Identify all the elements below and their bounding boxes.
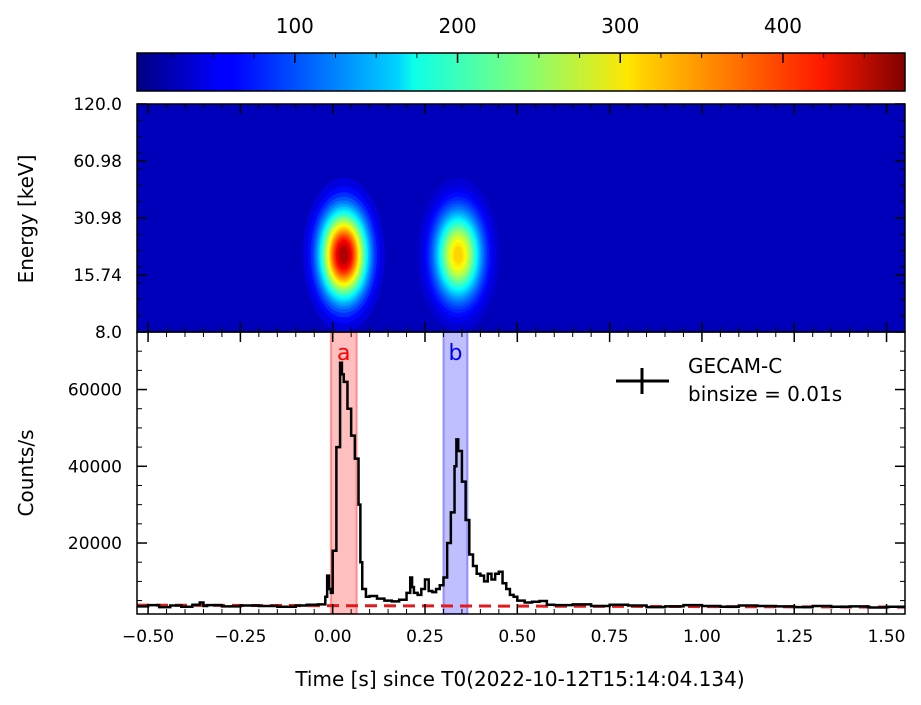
- legend-label-line1: GECAM-C: [688, 354, 782, 378]
- lightcurve-ylabel: Counts/s: [14, 430, 38, 517]
- heatmap-panel: 120.0 60.98 30.98 15.74 8.0 Energy [keV]: [14, 95, 906, 343]
- background-fit-line: [137, 603, 905, 609]
- lightcurve-xtick-label: 1.50: [868, 627, 906, 647]
- lightcurve-frame: [136, 331, 906, 615]
- heatmap-ytick-label: 60.98: [73, 152, 122, 172]
- heatmap-ytick-label: 15.74: [73, 266, 122, 286]
- lightcurve-xtick-label: −0.25: [214, 627, 266, 647]
- colorbar-tick-label: 100: [276, 14, 314, 38]
- lightcurve-xtick-label: −0.50: [122, 627, 174, 647]
- lightcurve-xtick-label: 0.75: [591, 627, 629, 647]
- lightcurve-xtick-label: 1.00: [683, 627, 721, 647]
- lightcurve-xtick-label: 0.00: [314, 627, 352, 647]
- lightcurve-xtick-label: 0.25: [406, 627, 444, 647]
- colorbar: 100 200 300 400: [136, 14, 906, 92]
- heatmap-ytick-label: 30.98: [73, 209, 122, 229]
- colorbar-tick-label: 200: [438, 14, 476, 38]
- heatmap-blob-level: [453, 246, 463, 264]
- lightcurve-ytick-label: 40000: [68, 457, 122, 477]
- heatmap-blob-level: [339, 246, 349, 264]
- highlight-region-label: a: [337, 341, 350, 366]
- legend-label-line2: binsize = 0.01s: [688, 382, 842, 406]
- heatmap-ticks: 120.0 60.98 30.98 15.74 8.0: [73, 95, 905, 343]
- colorbar-gradient: [136, 52, 906, 92]
- heatmap-ytick-label: 120.0: [73, 95, 122, 115]
- colorbar-tick-label: 300: [601, 14, 639, 38]
- heatmap-background: [137, 104, 905, 332]
- lightcurve-xtick-label: 1.25: [775, 627, 813, 647]
- heatmap-ytick-label: 8.0: [95, 323, 122, 343]
- legend: GECAM-C binsize = 0.01s: [616, 354, 842, 406]
- lightcurve-xlabel: Time [s] since T0(2022-10-12T15:14:04.13…: [294, 667, 744, 691]
- highlight-region-label: b: [448, 341, 462, 366]
- heatmap-ylabel: Energy [keV]: [14, 155, 38, 284]
- colorbar-ticks: 100 200 300 400: [172, 14, 865, 63]
- colorbar-tick-label: 400: [764, 14, 802, 38]
- lightcurve-series: [137, 361, 905, 609]
- lightcurve-xtick-label: 0.50: [498, 627, 536, 647]
- lightcurve-ytick-label: 60000: [68, 381, 122, 401]
- heatmap-blobs: [298, 169, 504, 332]
- lightcurve-panel: a b −0.50 −0.25 0.00 0.25 0.50 0.75 1.00 1.25 1.5…: [14, 331, 906, 691]
- lightcurve-ticks: −0.50 −0.25 0.00 0.25 0.50 0.75 1.00 1.25 1.50 20…: [68, 332, 906, 647]
- lightcurve-ytick-label: 20000: [68, 534, 122, 554]
